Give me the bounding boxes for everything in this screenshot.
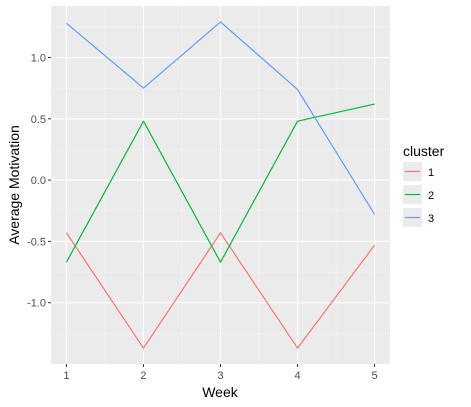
y-axis: 1.0 0.5 0.0 -0.5 -1.0: [27, 52, 51, 309]
y-tick-label: 1.0: [31, 52, 46, 64]
x-tick-label: 5: [372, 370, 378, 382]
y-tick-label: 0.5: [31, 114, 46, 126]
y-tick-label: -1.0: [27, 298, 46, 310]
legend-title: cluster: [403, 143, 445, 159]
x-tick-label: 3: [217, 370, 223, 382]
x-axis: 1 2 3 4 5: [63, 364, 377, 382]
y-axis-title: Average Motivation: [6, 125, 22, 245]
legend-label-2: 2: [428, 190, 434, 202]
x-tick-label: 2: [140, 370, 146, 382]
y-tick-label: -0.5: [27, 236, 46, 248]
legend-label-1: 1: [428, 167, 434, 179]
legend: cluster 1 2 3: [403, 143, 445, 227]
x-axis-title: Week: [202, 384, 239, 400]
x-tick-label: 1: [63, 370, 69, 382]
y-tick-label: 0.0: [31, 175, 46, 187]
x-tick-label: 4: [294, 370, 300, 382]
legend-label-3: 3: [428, 213, 434, 225]
